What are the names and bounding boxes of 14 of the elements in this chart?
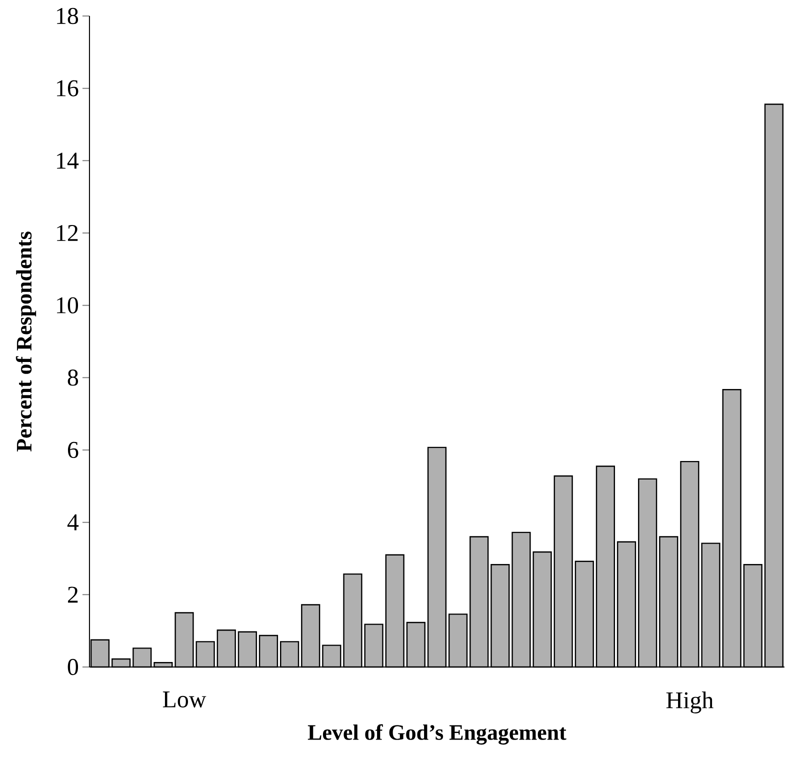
y-tick-label: 6 bbox=[68, 442, 78, 458]
x-tick-label: Low bbox=[162, 692, 206, 708]
y-tick-label: 0 bbox=[68, 658, 78, 676]
y-tick-label: 4 bbox=[67, 514, 79, 530]
y-tick-label: 8 bbox=[68, 370, 78, 386]
y-tick-label: 12 bbox=[57, 225, 78, 241]
y-tick-label: 14 bbox=[57, 152, 79, 169]
y-tick-label: 10 bbox=[57, 297, 78, 314]
y-axis-title: Percent of Respondents bbox=[16, 232, 36, 452]
x-tick-label: High bbox=[666, 692, 714, 714]
y-tick-label: 2 bbox=[68, 586, 78, 603]
x-axis-title: Level of God’s Engagement bbox=[308, 724, 566, 745]
y-tick-label: 18 bbox=[57, 8, 78, 24]
y-tick-label: 16 bbox=[57, 80, 78, 96]
